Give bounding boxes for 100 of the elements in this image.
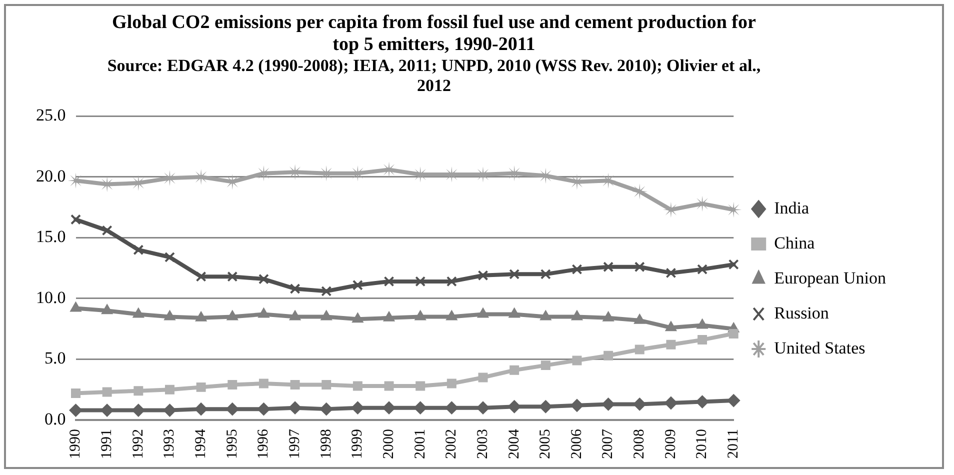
point — [604, 350, 614, 360]
point — [134, 386, 144, 396]
point — [728, 328, 738, 338]
point — [382, 401, 396, 414]
point — [132, 308, 144, 318]
point — [666, 268, 676, 278]
x-tick-label: 2001 — [412, 429, 428, 459]
x-tick-label: 1992 — [130, 429, 146, 459]
x-tick-label: 1999 — [350, 429, 366, 459]
x-tick-label: 2006 — [568, 428, 585, 459]
point — [164, 252, 175, 262]
point — [258, 378, 268, 388]
point — [477, 308, 489, 318]
point — [602, 398, 615, 411]
point — [727, 394, 740, 408]
legend-label: China — [774, 233, 816, 252]
point — [352, 381, 362, 391]
point — [510, 365, 520, 375]
point — [322, 380, 332, 390]
point — [634, 314, 646, 324]
point — [384, 276, 394, 287]
point — [539, 400, 552, 414]
point — [70, 302, 82, 312]
chart-subtitle: Source: EDGAR 4.2 (1990-2008); IEIA, 2011; UNPD, 2010 (WSS Rev. 2010); Olivier et al., 2012 — [106, 56, 762, 96]
point — [445, 401, 458, 414]
x-tick-label: 2007 — [600, 428, 616, 459]
point — [572, 356, 582, 366]
x-tick-label: 1998 — [318, 429, 334, 459]
point — [508, 308, 520, 318]
point — [570, 398, 584, 412]
point — [540, 360, 550, 370]
point — [696, 318, 708, 329]
x-tick-label: 2003 — [474, 429, 491, 459]
point — [414, 310, 426, 320]
point — [290, 380, 300, 390]
y-tick-label: 0.0 — [44, 409, 66, 428]
point — [71, 388, 80, 398]
point — [257, 402, 270, 416]
y-tick-label: 20.0 — [36, 166, 66, 186]
point — [226, 402, 239, 416]
point — [446, 378, 456, 388]
point — [383, 311, 395, 322]
x-tick-label: 1991 — [99, 429, 116, 459]
x-tick-label: 2002 — [444, 429, 460, 459]
legend-label: European Union — [774, 268, 886, 288]
point — [320, 402, 333, 416]
point — [164, 310, 176, 320]
x-tick-label: 1997 — [286, 428, 303, 459]
point — [664, 396, 678, 410]
y-tick-label: 5.0 — [44, 348, 66, 368]
point — [100, 404, 114, 417]
point — [196, 382, 206, 392]
y-tick-label: 15.0 — [36, 227, 66, 246]
point — [132, 404, 145, 417]
point — [384, 381, 394, 391]
chart-title: Global CO2 emissions per capita from fossil fuel use and cement production for top 5 emitters, 1990-2011 — [111, 11, 757, 56]
point — [352, 280, 363, 290]
point — [571, 310, 583, 320]
point — [102, 225, 112, 236]
point — [446, 310, 458, 320]
point — [320, 310, 332, 320]
point — [540, 268, 551, 280]
point — [415, 276, 426, 287]
point — [258, 308, 270, 318]
point — [572, 264, 582, 275]
x-tick-label: 1994 — [192, 428, 209, 459]
point — [163, 404, 176, 417]
x-tick-label: 2011 — [726, 429, 742, 458]
point — [196, 271, 206, 282]
y-tick-label: 25.0 — [36, 106, 66, 125]
x-tick-label: 2000 — [380, 429, 397, 459]
point — [351, 401, 364, 414]
point — [228, 380, 238, 390]
x-tick-label: 1993 — [162, 429, 178, 459]
x-tick-label: 2005 — [538, 429, 554, 459]
point — [102, 387, 112, 397]
point — [133, 244, 144, 256]
point — [258, 274, 269, 284]
point — [665, 321, 677, 332]
point — [603, 262, 614, 272]
point — [508, 400, 521, 414]
point — [290, 284, 300, 294]
point — [164, 384, 174, 394]
point — [728, 259, 739, 270]
x-tick-label: 1996 — [256, 428, 272, 459]
point — [416, 381, 426, 391]
y-tick-label: 10.0 — [36, 288, 66, 307]
x-tick-label: 2010 — [694, 429, 710, 459]
point — [666, 340, 676, 350]
point — [633, 398, 646, 411]
point — [446, 276, 457, 287]
x-tick-label: 1990 — [68, 429, 84, 459]
point — [414, 401, 427, 414]
point — [509, 268, 520, 280]
x-tick-label: 2008 — [632, 429, 648, 459]
point — [195, 311, 207, 322]
point — [194, 402, 208, 416]
point — [227, 271, 238, 282]
point — [478, 372, 488, 382]
point — [602, 311, 614, 322]
